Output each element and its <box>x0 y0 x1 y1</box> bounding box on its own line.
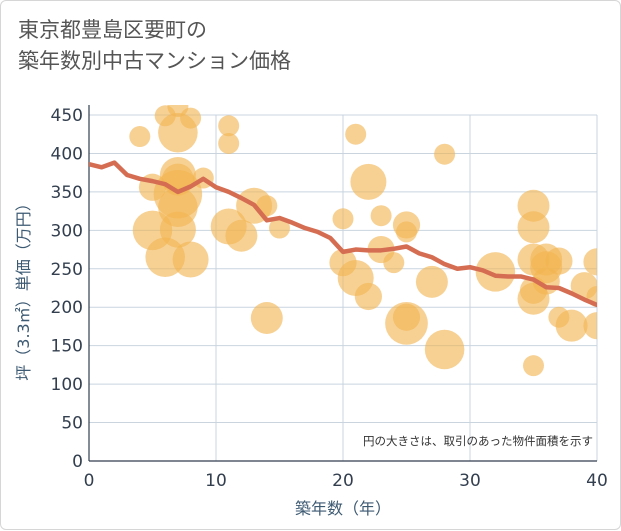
data-bubble <box>332 208 354 230</box>
chart-title: 東京都豊島区要町の 築年数別中古マンション価格 <box>18 18 291 73</box>
x-tick-label: 30 <box>459 471 481 491</box>
y-axis-label: 坪（3.3㎡）単価（万円） <box>14 195 33 380</box>
data-bubble <box>383 252 405 274</box>
y-tick-label: 250 <box>51 260 83 280</box>
trend-line <box>89 160 597 308</box>
data-bubble <box>434 143 456 165</box>
data-bubble <box>415 265 448 298</box>
x-tick-label: 20 <box>332 471 354 491</box>
data-bubble <box>555 309 588 342</box>
data-bubble <box>523 355 544 377</box>
y-tick-label: 0 <box>72 452 83 472</box>
bubble-layer <box>89 105 597 377</box>
data-bubble <box>225 219 258 252</box>
data-bubble <box>583 312 597 340</box>
data-bubble <box>396 221 417 243</box>
data-bubble <box>269 217 290 239</box>
data-bubble <box>354 282 383 311</box>
y-tick-label: 350 <box>51 183 83 203</box>
data-bubble <box>370 205 392 227</box>
y-tick-label: 50 <box>61 414 83 434</box>
data-bubble <box>172 241 209 278</box>
data-bubble <box>158 112 198 153</box>
data-bubble <box>517 282 550 315</box>
data-bubble <box>250 301 283 334</box>
data-bubble <box>385 301 428 345</box>
size-note: 円の大きさは、取引のあった物件面積を示す <box>363 434 593 448</box>
y-tick-label: 100 <box>51 375 83 395</box>
x-axis-label: 築年数（年） <box>295 499 391 518</box>
data-bubble <box>129 126 151 148</box>
data-bubble <box>345 123 367 145</box>
x-tick-label: 0 <box>84 471 95 491</box>
y-tick-label: 450 <box>51 106 83 126</box>
data-bubble <box>424 329 465 370</box>
data-bubble <box>218 115 240 137</box>
y-tick-label: 400 <box>51 144 83 164</box>
y-tick-label: 150 <box>51 337 83 357</box>
data-bubble <box>475 252 516 292</box>
data-bubble <box>583 248 597 276</box>
data-bubble <box>517 211 550 244</box>
x-tick-label: 40 <box>586 471 608 491</box>
data-bubble <box>218 132 240 154</box>
y-tick-label: 200 <box>51 298 83 318</box>
data-bubble <box>350 163 387 200</box>
y-tick-label: 300 <box>51 221 83 241</box>
x-tick-label: 10 <box>205 471 227 491</box>
